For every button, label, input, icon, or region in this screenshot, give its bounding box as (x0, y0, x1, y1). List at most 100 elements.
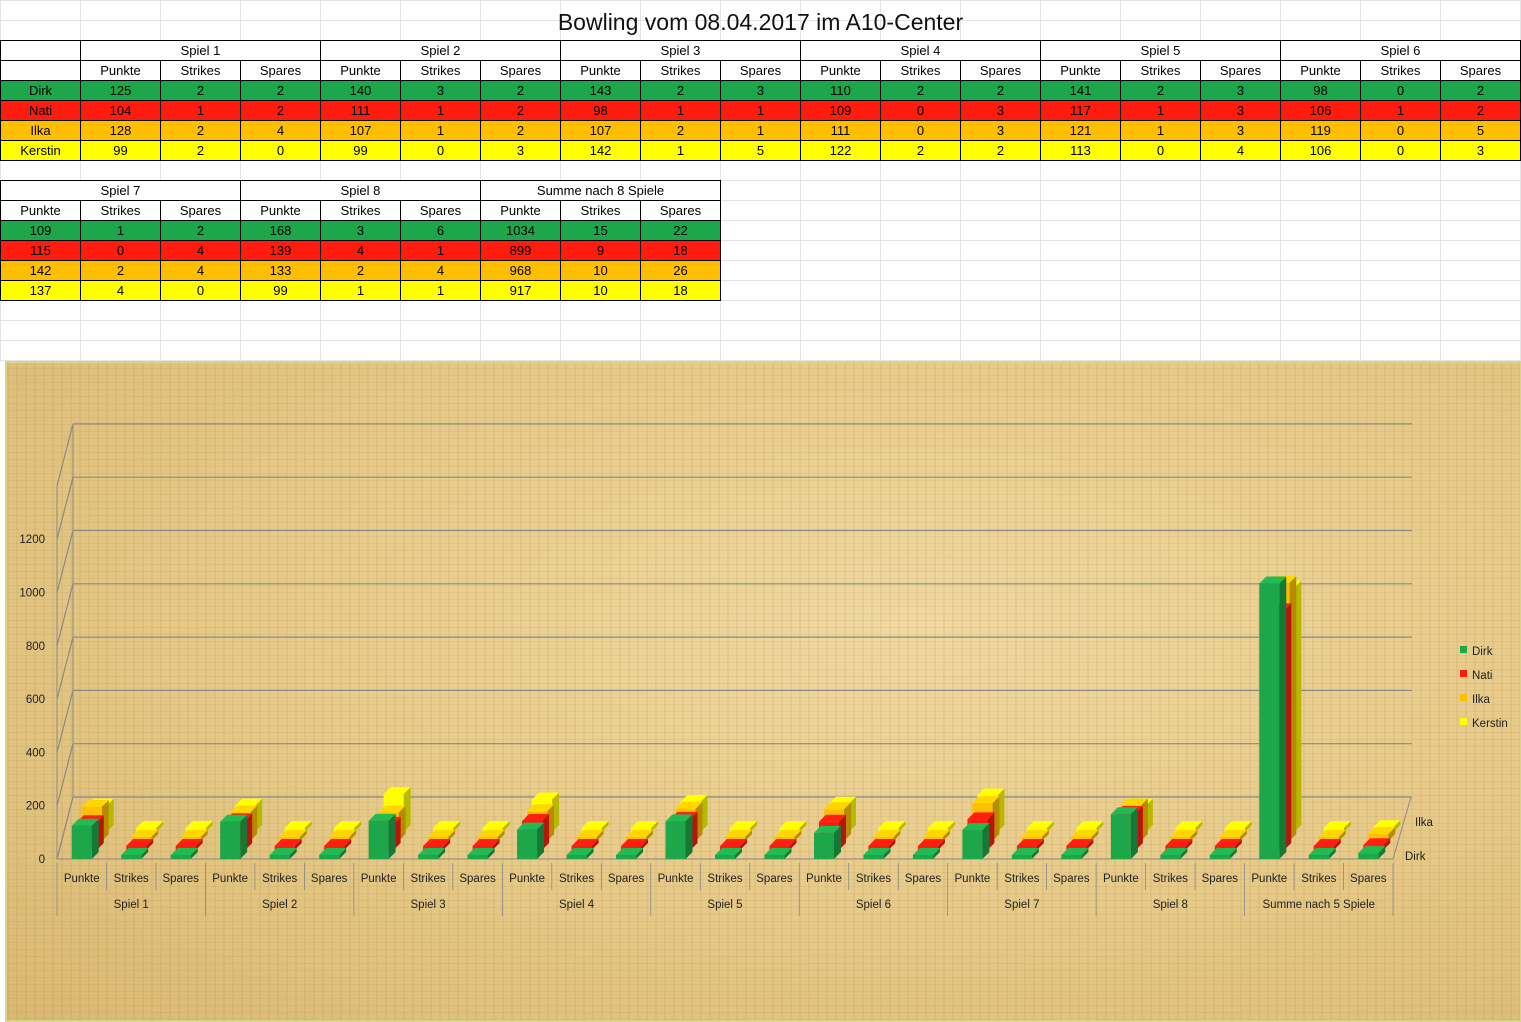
score-cell[interactable]: 3 (1200, 100, 1281, 121)
score-cell[interactable]: 2 (80, 260, 161, 281)
game-header[interactable]: Spiel 5 (1040, 40, 1281, 61)
score-cell[interactable]: 1 (640, 140, 721, 161)
score-cell[interactable]: 10 (560, 260, 641, 281)
column-header[interactable]: Spares (400, 200, 481, 221)
score-cell[interactable]: 2 (960, 140, 1041, 161)
column-header[interactable]: Spares (960, 60, 1041, 81)
score-cell[interactable]: 109 (0, 220, 81, 241)
score-cell[interactable]: 2 (640, 120, 721, 141)
game-header[interactable]: Spiel 6 (1280, 40, 1521, 61)
score-cell[interactable]: 125 (80, 80, 161, 101)
score-cell[interactable]: 2 (1440, 80, 1521, 101)
score-cell[interactable]: 3 (960, 120, 1041, 141)
score-cell[interactable]: 117 (1040, 100, 1121, 121)
score-cell[interactable]: 6 (400, 220, 481, 241)
player-name-cell[interactable]: Kerstin (0, 140, 81, 161)
score-cell[interactable]: 1034 (480, 220, 561, 241)
score-cell[interactable]: 104 (80, 100, 161, 121)
score-cell[interactable]: 18 (640, 240, 721, 261)
score-cell[interactable]: 0 (80, 240, 161, 261)
score-cell[interactable]: 5 (720, 140, 801, 161)
corner-cell[interactable] (0, 60, 81, 81)
column-header[interactable]: Strikes (1120, 60, 1201, 81)
score-cell[interactable]: 107 (560, 120, 641, 141)
game-header[interactable]: Spiel 7 (0, 180, 241, 201)
score-cell[interactable]: 2 (480, 80, 561, 101)
score-cell[interactable]: 137 (0, 280, 81, 301)
column-header[interactable]: Spares (720, 60, 801, 81)
score-cell[interactable]: 113 (1040, 140, 1121, 161)
score-cell[interactable]: 2 (160, 80, 241, 101)
score-cell[interactable]: 1 (80, 220, 161, 241)
score-cell[interactable]: 917 (480, 280, 561, 301)
score-cell[interactable]: 18 (640, 280, 721, 301)
score-cell[interactable]: 899 (480, 240, 561, 261)
column-header[interactable]: Punkte (1040, 60, 1121, 81)
score-cell[interactable]: 143 (560, 80, 641, 101)
score-cell[interactable]: 10 (560, 280, 641, 301)
score-cell[interactable]: 142 (560, 140, 641, 161)
score-cell[interactable]: 1 (720, 100, 801, 121)
score-cell[interactable]: 0 (1120, 140, 1201, 161)
score-cell[interactable]: 2 (320, 260, 401, 281)
score-cell[interactable]: 106 (1280, 100, 1361, 121)
column-header[interactable]: Punkte (240, 200, 321, 221)
score-cell[interactable]: 0 (1360, 120, 1441, 141)
score-cell[interactable]: 4 (400, 260, 481, 281)
score-cell[interactable]: 2 (1120, 80, 1201, 101)
column-header[interactable]: Strikes (80, 200, 161, 221)
game-header[interactable]: Spiel 3 (560, 40, 801, 61)
score-cell[interactable]: 2 (960, 80, 1041, 101)
score-cell[interactable]: 2 (160, 140, 241, 161)
score-cell[interactable]: 128 (80, 120, 161, 141)
column-header[interactable]: Strikes (640, 60, 721, 81)
score-cell[interactable]: 2 (160, 120, 241, 141)
score-cell[interactable]: 2 (480, 100, 561, 121)
score-cell[interactable]: 3 (320, 220, 401, 241)
score-cell[interactable]: 4 (160, 240, 241, 261)
score-cell[interactable]: 110 (800, 80, 881, 101)
score-cell[interactable]: 1 (400, 100, 481, 121)
game-header[interactable]: Spiel 8 (240, 180, 481, 201)
score-cell[interactable]: 0 (400, 140, 481, 161)
score-cell[interactable]: 122 (800, 140, 881, 161)
score-cell[interactable]: 0 (1360, 140, 1441, 161)
score-cell[interactable]: 99 (240, 280, 321, 301)
score-cell[interactable]: 15 (560, 220, 641, 241)
column-header[interactable]: Spares (160, 200, 241, 221)
score-cell[interactable]: 9 (560, 240, 641, 261)
score-cell[interactable]: 2 (480, 120, 561, 141)
score-cell[interactable]: 98 (1280, 80, 1361, 101)
score-cell[interactable]: 142 (0, 260, 81, 281)
score-cell[interactable]: 0 (880, 120, 961, 141)
score-cell[interactable]: 4 (80, 280, 161, 301)
column-header[interactable]: Punkte (80, 60, 161, 81)
score-cell[interactable]: 168 (240, 220, 321, 241)
score-cell[interactable]: 2 (640, 80, 721, 101)
score-cell[interactable]: 2 (240, 100, 321, 121)
player-name-cell[interactable]: Ilka (0, 120, 81, 141)
score-cell[interactable]: 3 (720, 80, 801, 101)
score-cell[interactable]: 4 (320, 240, 401, 261)
score-cell[interactable]: 139 (240, 240, 321, 261)
column-header[interactable]: Strikes (880, 60, 961, 81)
bowling-3d-bar-chart[interactable]: 0 200 400 600 800 1000 1200 Punkte Strikes Spares… (7, 363, 1520, 1020)
score-cell[interactable]: 22 (640, 220, 721, 241)
score-cell[interactable]: 0 (160, 280, 241, 301)
score-cell[interactable]: 3 (1200, 120, 1281, 141)
score-cell[interactable]: 1 (160, 100, 241, 121)
score-cell[interactable]: 968 (480, 260, 561, 281)
score-cell[interactable]: 1 (1360, 100, 1441, 121)
score-cell[interactable]: 0 (1360, 80, 1441, 101)
score-cell[interactable]: 1 (320, 280, 401, 301)
score-cell[interactable]: 106 (1280, 140, 1361, 161)
column-header[interactable]: Punkte (320, 60, 401, 81)
score-cell[interactable]: 2 (1440, 100, 1521, 121)
score-cell[interactable]: 3 (960, 100, 1041, 121)
score-cell[interactable]: 3 (1200, 80, 1281, 101)
column-header[interactable]: Spares (1200, 60, 1281, 81)
score-cell[interactable]: 140 (320, 80, 401, 101)
score-cell[interactable]: 1 (640, 100, 721, 121)
corner-cell[interactable] (0, 40, 81, 61)
game-header[interactable]: Spiel 2 (320, 40, 561, 61)
